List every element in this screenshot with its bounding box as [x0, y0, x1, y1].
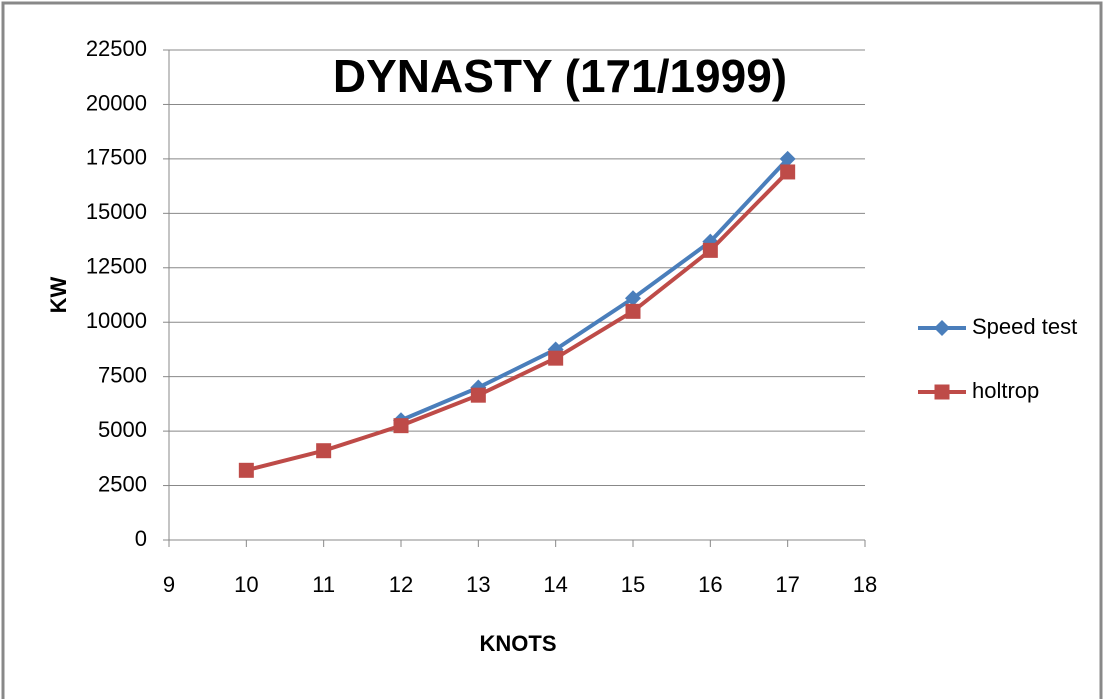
x-tick-label: 17: [775, 572, 799, 597]
y-tick-label: 0: [135, 526, 147, 551]
data-point: [625, 303, 641, 319]
data-point: [780, 164, 796, 180]
x-tick-label: 10: [234, 572, 258, 597]
x-tick-label: 11: [312, 572, 335, 597]
x-tick-label: 14: [543, 572, 567, 597]
data-point: [316, 443, 332, 459]
series-line: [400, 157, 790, 423]
y-tick-label: 17500: [86, 145, 147, 170]
data-point: [548, 350, 564, 366]
legend-label: holtrop: [972, 378, 1039, 403]
legend-label: Speed test: [972, 314, 1077, 339]
y-axis-label: KW: [46, 276, 71, 313]
y-tick-label: 2500: [98, 471, 147, 496]
y-tick-label: 7500: [98, 362, 147, 387]
x-tick-label: 13: [466, 572, 490, 597]
data-point: [393, 418, 409, 434]
x-axis-label: KNOTS: [480, 631, 557, 656]
data-point: [470, 387, 486, 403]
series-line: [245, 170, 790, 473]
y-tick-label: 5000: [98, 417, 147, 442]
x-tick-label: 16: [698, 572, 722, 597]
y-tick-label: 12500: [86, 254, 147, 279]
data-point: [702, 242, 718, 258]
y-tick-label: 20000: [86, 90, 147, 115]
y-tick-label: 22500: [86, 36, 147, 61]
x-tick-label: 9: [163, 572, 175, 597]
data-point: [238, 462, 254, 478]
y-tick-label: 15000: [86, 199, 147, 224]
legend-marker: [934, 320, 950, 336]
chart-title: DYNASTY (171/1999): [333, 50, 787, 102]
x-tick-label: 15: [621, 572, 645, 597]
data-point: [779, 150, 796, 167]
x-tick-label: 18: [853, 572, 877, 597]
legend-marker: [934, 384, 950, 400]
y-tick-label: 10000: [86, 308, 147, 333]
x-tick-label: 12: [389, 572, 413, 597]
data-point: [625, 290, 641, 307]
